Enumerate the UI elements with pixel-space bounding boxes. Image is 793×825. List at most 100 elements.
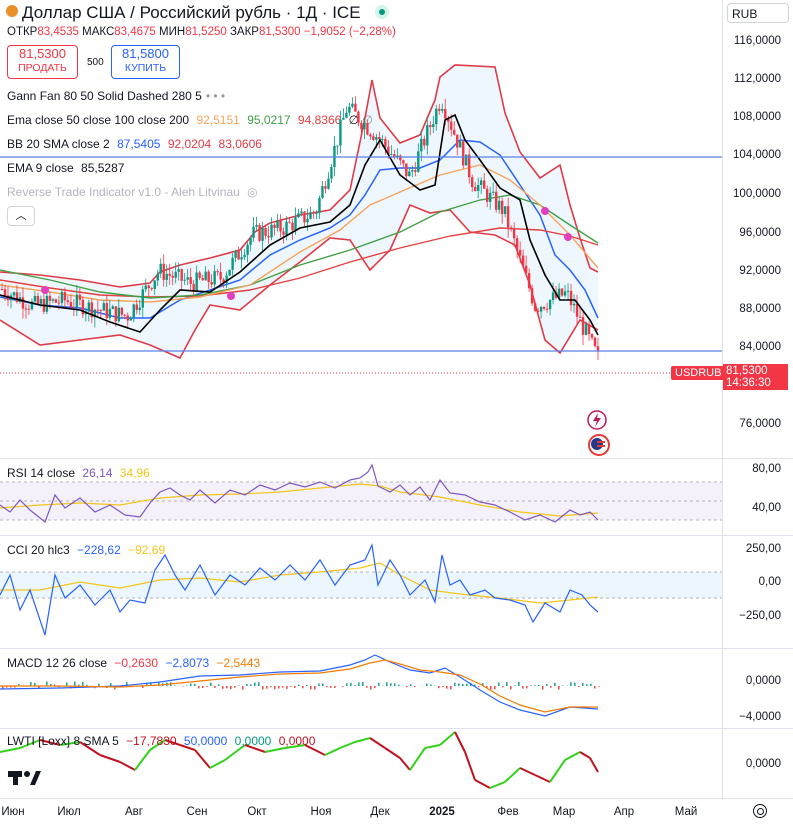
macd-hist-bar [562, 685, 564, 686]
macd-value: −2,8073 [165, 656, 210, 670]
macd-hist-bar [446, 686, 448, 689]
candle-body [237, 250, 240, 260]
candle-body [432, 124, 435, 128]
lwti-segment [369, 737, 386, 749]
candle-body [138, 307, 141, 310]
candle-body [315, 212, 318, 214]
collapse-legend-button[interactable]: ︿ [7, 206, 35, 226]
macd-hist-bar [290, 686, 292, 687]
pane-divider-lwti[interactable] [0, 728, 793, 729]
candle-body [111, 306, 115, 309]
candle-body [563, 291, 567, 296]
buy-button[interactable]: 81,5800 КУПИТЬ [111, 45, 180, 79]
candle-body [405, 163, 408, 177]
candle-body [408, 171, 411, 177]
price-tick: 84,0000 [739, 341, 781, 353]
candle-body [524, 265, 528, 274]
bb-lower [0, 203, 599, 360]
macd-hist-bar [598, 686, 600, 687]
macd-hist-bar [550, 686, 552, 688]
legend-gann[interactable]: Gann Fan 80 50 Solid Dashed 280 5 • • • [7, 89, 229, 103]
us-flag-icon[interactable] [588, 434, 610, 456]
candle-body [536, 310, 540, 312]
legend-rti[interactable]: Reverse Trade Indicator v1.0 - Aleh Litv… [7, 185, 262, 199]
macd-hist-bar [410, 684, 412, 686]
ema50-line [0, 164, 599, 303]
lwti-segment [384, 747, 401, 759]
lwti-segment [79, 741, 101, 756]
pane-divider-macd[interactable] [0, 648, 793, 649]
time-tick: Фев [497, 806, 519, 818]
candle-body [180, 269, 183, 281]
macd-hist-bar [66, 682, 68, 686]
sell-button[interactable]: 81,5300 ПРОДАТЬ [7, 45, 78, 79]
macd-hist-bar [482, 683, 484, 686]
macd-hist-bar [278, 686, 280, 689]
legend-macd[interactable]: MACD 12 26 close −0,2630 −2,8073 −2,5443 [7, 656, 264, 670]
candle-body [444, 109, 447, 119]
signal-dot [564, 233, 572, 241]
lwti-value: −17,7830 [126, 734, 177, 748]
lwti-segment [424, 744, 441, 749]
legend-lwti[interactable]: LWTI [Loxx] 8 SMA 5 −17,7830 50,0000 0,0… [7, 734, 319, 748]
candle-body [533, 303, 537, 311]
candle-body [132, 304, 135, 319]
candle-body [33, 295, 37, 302]
candle-body [201, 277, 204, 281]
settings-icon[interactable] [753, 804, 767, 818]
lwti-segment [354, 737, 371, 743]
macd-hist-bar [242, 686, 244, 690]
candle-body [324, 186, 327, 189]
candle-body [462, 141, 465, 166]
candle-body [252, 226, 255, 238]
candle-body [491, 191, 495, 193]
lightning-icon[interactable] [587, 410, 607, 430]
macd-hist-bar [490, 686, 492, 690]
candle-body [399, 155, 402, 161]
candle-body [63, 292, 67, 301]
macd-hist-bar [54, 684, 56, 686]
bb-mid-value: 87,5405 [117, 137, 161, 151]
market-status-icon[interactable] [375, 5, 390, 19]
symbol-title[interactable]: Доллар США / Российский рубль · 1Д · ICE [6, 3, 390, 23]
candle-body [114, 306, 118, 322]
candle-body [222, 279, 225, 283]
lwti-segment [474, 779, 491, 789]
candle-body [309, 212, 312, 219]
currency-label: RUB [732, 7, 758, 21]
candle-body [207, 271, 210, 282]
candle-body [423, 138, 426, 146]
candle-body [348, 106, 351, 113]
pane-divider-rsi[interactable] [0, 458, 793, 459]
more-icon[interactable]: • • • [205, 89, 226, 103]
candle-body [204, 271, 207, 281]
lwti-segment [0, 747, 21, 753]
candle-body [30, 301, 34, 310]
candle-body [375, 137, 378, 140]
ema9-label: EMA 9 close [7, 161, 74, 175]
candle-body [357, 111, 360, 123]
macd-hist-bar [374, 686, 376, 689]
candle-body [93, 309, 97, 318]
legend-rsi[interactable]: RSI 14 close 26,14 34,96 [7, 466, 154, 480]
currency-selector[interactable]: RUB [727, 3, 789, 23]
legend-ema9[interactable]: EMA 9 close 85,5287 [7, 161, 128, 175]
pane-divider-cci[interactable] [0, 535, 793, 536]
candle-body [345, 112, 348, 118]
macd-hist-bar [466, 683, 468, 686]
macd-hist-bar [6, 686, 8, 688]
time-tick: Авг [125, 806, 143, 818]
signal-dot [41, 286, 49, 294]
candle-body [471, 177, 474, 188]
macd-hist-bar [586, 684, 588, 686]
legend-bb[interactable]: BB 20 SMA close 2 87,5405 92,0204 83,060… [7, 137, 266, 151]
candle-body [515, 238, 519, 251]
chart-canvas[interactable] [0, 0, 722, 800]
legend-cci[interactable]: CCI 20 hlc3 −228,62 −92,69 [7, 543, 169, 557]
title-text: Доллар США / Российский рубль · 1Д · ICE [22, 3, 361, 22]
lwti-segment [59, 741, 81, 746]
macd-hist-bar [390, 683, 392, 686]
macd-hist-bar [310, 686, 312, 690]
eye-off-icon[interactable]: ◎ [247, 185, 258, 199]
price-tick: 116,0000 [733, 35, 781, 47]
